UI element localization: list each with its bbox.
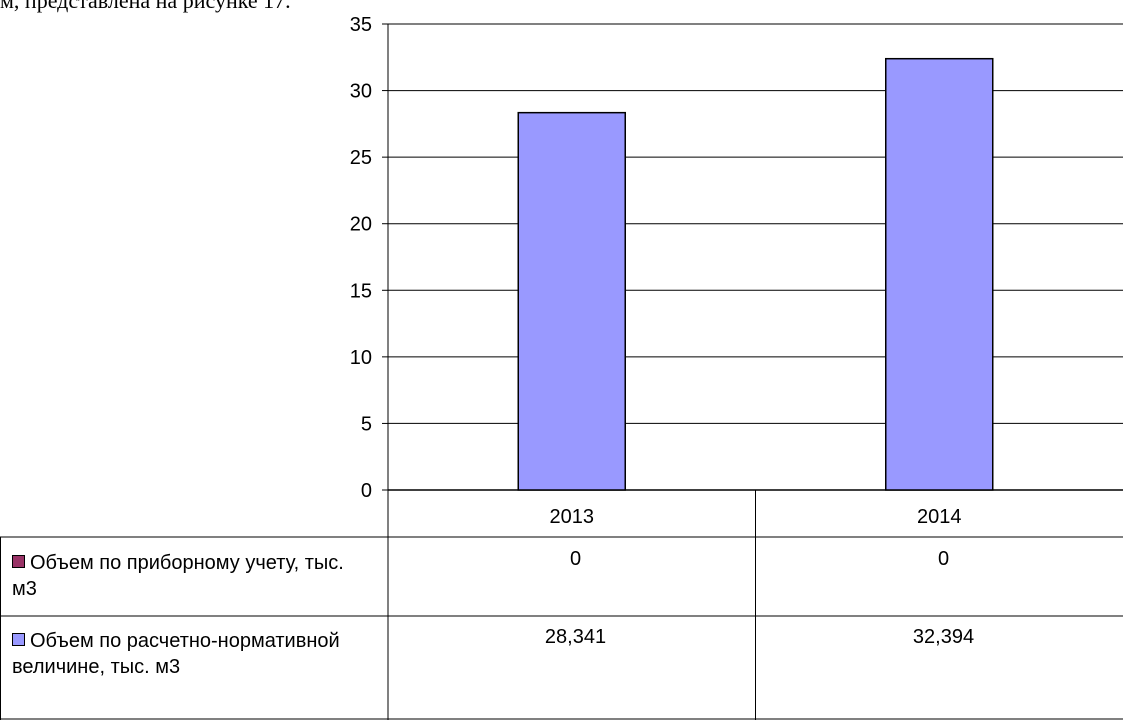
y-tick-label-20: 20: [350, 214, 372, 236]
legend-label-series-2: Объем по расчетно-нормативной величине, …: [12, 630, 340, 678]
y-tick-label-15: 15: [350, 280, 372, 302]
legend-swatch-series-2: [12, 633, 25, 646]
y-tick-label-30: 30: [350, 81, 372, 103]
table-value-series-2-2014: 32,394: [912, 626, 975, 648]
y-tick-label-35: 35: [350, 14, 372, 36]
bar-2014-series-2: [885, 57, 994, 491]
x-tick-label-2013: 2013: [550, 506, 595, 528]
table-value-series-1-2014: 0: [937, 548, 950, 570]
y-tick-label-25: 25: [350, 147, 372, 169]
document-caption: м, представлена на рисунке 17.: [0, 0, 291, 13]
y-tick-label-0: 0: [361, 480, 372, 502]
legend-entry-series-1: Объем по приборному учету, тыс. м3: [12, 550, 372, 602]
legend-entry-series-2: Объем по расчетно-нормативной величине, …: [12, 628, 372, 680]
y-tick-label-5: 5: [361, 413, 372, 435]
table-value-series-1-2013: 0: [569, 548, 582, 570]
bar-2013-series-2: [517, 111, 626, 491]
y-tick-label-10: 10: [350, 347, 372, 369]
x-tick-label-2014: 2014: [917, 506, 962, 528]
legend-swatch-series-1: [12, 555, 25, 568]
table-value-series-2-2013: 28,341: [544, 626, 607, 648]
legend-label-series-1: Объем по приборному учету, тыс. м3: [12, 552, 344, 600]
